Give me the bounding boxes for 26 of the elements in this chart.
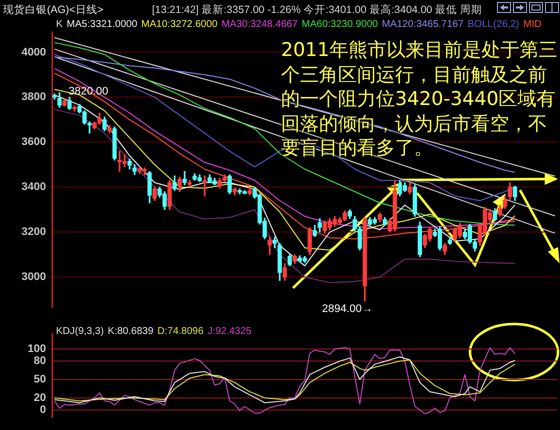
text: BOLL(26,2) xyxy=(468,19,520,30)
y-tick-label: 3800 xyxy=(22,91,46,104)
y-tick-label: 20 xyxy=(34,392,46,404)
text: MA10:3272.6000 xyxy=(141,19,218,30)
chart-title: 现货白银(AG)<日线> xyxy=(3,3,104,17)
text: D:74.8096 xyxy=(157,326,204,337)
y-tick-label: 3200 xyxy=(22,226,46,238)
y-tick-label: 80 xyxy=(34,355,46,368)
legend-title: KDJ(9,3,3) xyxy=(56,326,104,337)
chart-subtitle: [13:21:42] 最新:3357.00 -1.26% 今开:3401.00 最高:3404.00 最低 周期 xyxy=(152,3,482,17)
y-tick-label: 3600 xyxy=(22,136,46,148)
y-tick-label: 100 xyxy=(28,342,46,355)
text: MA30:3248.4667 xyxy=(221,19,298,30)
text: K:80.6839 xyxy=(108,326,154,337)
text: MID xyxy=(523,19,542,30)
y-tick-label: 50 xyxy=(34,374,46,386)
text: MA120:3465.7167 xyxy=(382,19,464,30)
y-tick-label: 3000 xyxy=(22,271,46,284)
legend-title: K xyxy=(56,19,63,30)
y-tick-label: 3400 xyxy=(22,181,46,194)
text: MA5:3321.0000 xyxy=(66,19,138,30)
annotation: 2894.00→ xyxy=(322,303,373,315)
text: MA60:3230.9000 xyxy=(302,19,378,30)
text: J:92.4325 xyxy=(208,326,252,337)
y-tick-label: 0 xyxy=(40,404,46,416)
y-tick-label: 4000 xyxy=(22,46,46,58)
